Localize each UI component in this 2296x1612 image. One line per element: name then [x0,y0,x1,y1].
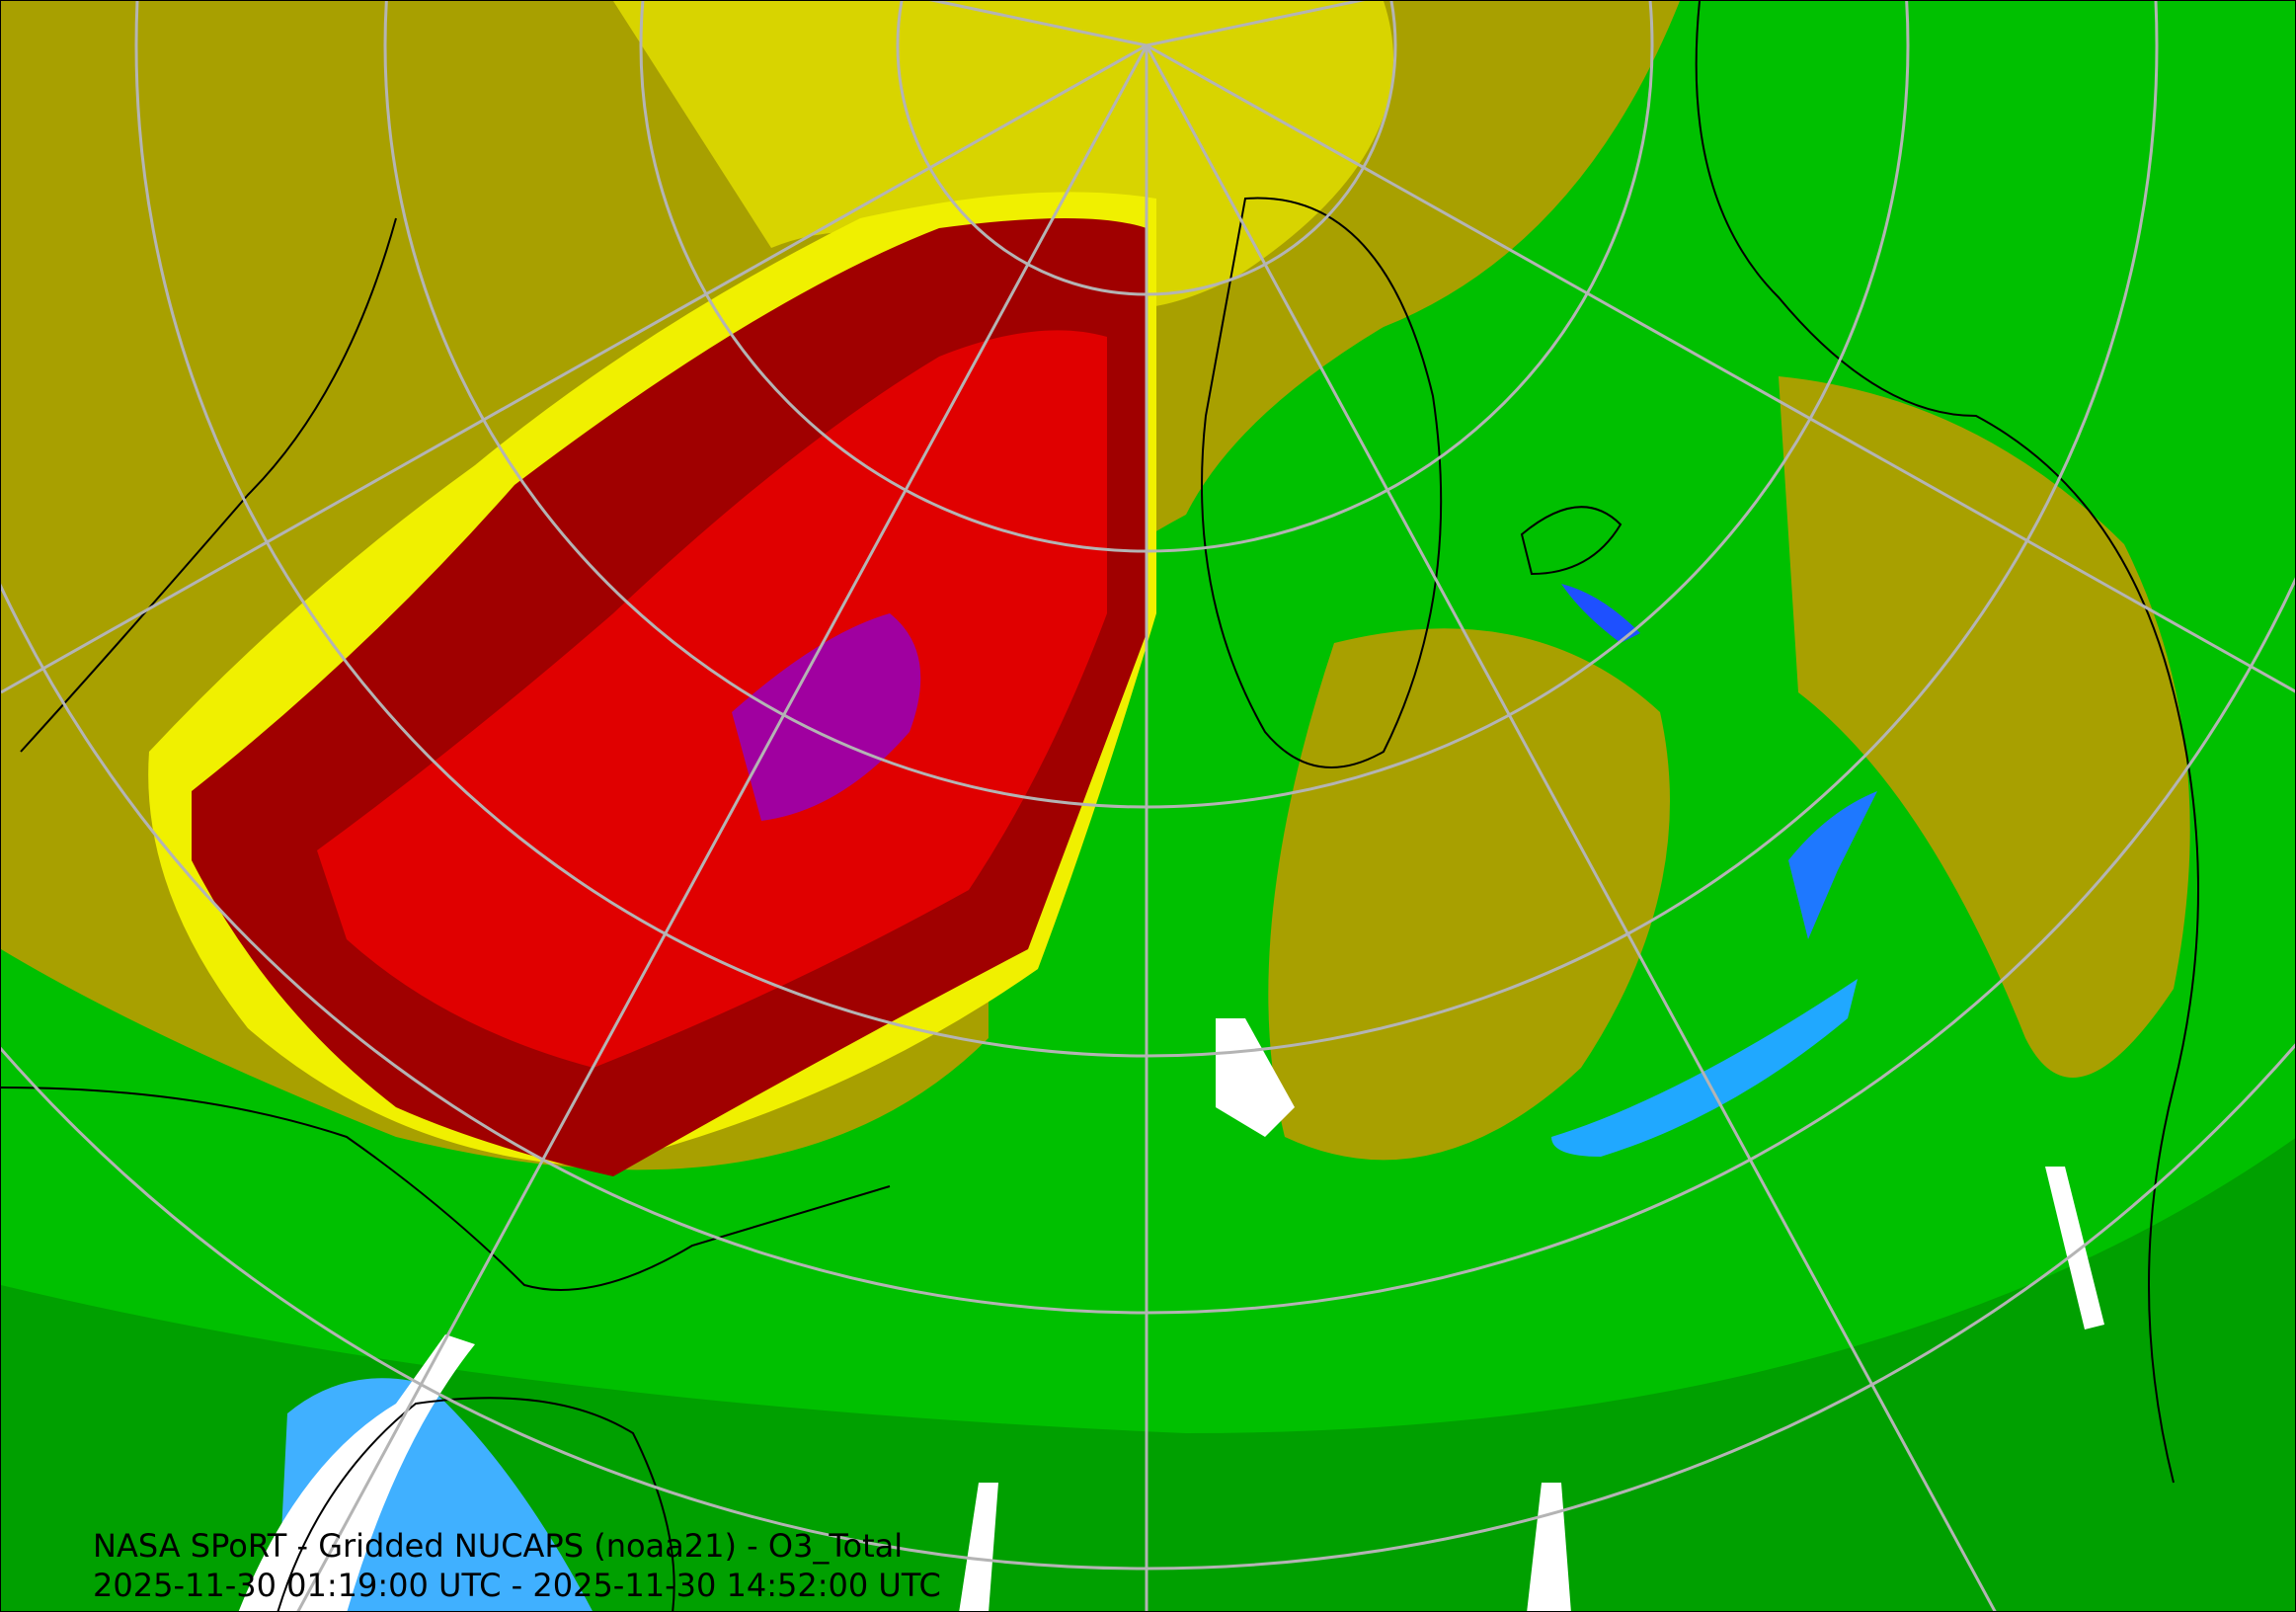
coastlines [1,1,2199,1611]
yellow-region-pole [613,1,1393,309]
low-ozone-iceland [1561,584,1640,643]
red-region [317,330,1107,1068]
south-dark-green-field [1,1138,2295,1611]
low-ozone-streak-2 [1788,791,1877,939]
time-range: 2025-11-30 01:19:00 UTC - 2025-11-30 14:… [93,1567,941,1604]
purple-region [732,613,921,821]
product-title: NASA SPoRT - Gridded NUCAPS (noaa21) - O… [93,1527,904,1565]
olive-region-europe [1779,376,2190,1078]
low-ozone-streak [1551,979,1858,1157]
missing-data-patch [1216,1018,1295,1137]
olive-region-atlantic [1268,628,1670,1161]
missing-data-swath-3 [959,1483,998,1611]
missing-data-swath-4 [2045,1167,2104,1330]
missing-data-swath-2 [1527,1483,1571,1611]
